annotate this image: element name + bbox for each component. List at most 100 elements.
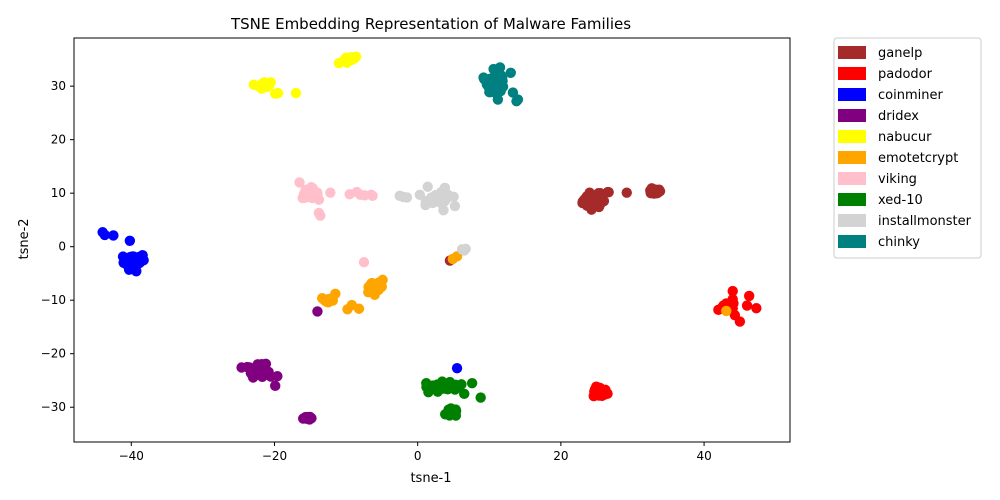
data-point — [751, 303, 762, 314]
legend-label-installmonster: installmonster — [878, 214, 972, 229]
plot-frame — [73, 37, 791, 443]
y-tick-label: 0 — [58, 240, 66, 254]
legend-label-emotetcrypt: emotetcrypt — [878, 151, 958, 166]
data-point — [242, 361, 253, 373]
data-point — [108, 230, 119, 241]
y-tick-label: 30 — [51, 79, 66, 93]
data-point — [312, 306, 323, 317]
data-point — [425, 192, 437, 203]
chart-title: TSNE Embedding Representation of Malware… — [230, 15, 631, 33]
data-point — [264, 79, 275, 90]
data-point — [494, 62, 506, 73]
data-point — [124, 235, 136, 247]
data-point — [721, 305, 732, 317]
legend-label-chinky: chinky — [878, 235, 920, 250]
series-viking — [294, 177, 378, 268]
legend-label-viking: viking — [878, 172, 917, 187]
data-point — [316, 292, 328, 304]
legend-swatch-emotetcrypt — [838, 151, 866, 164]
legend-label-coinminer: coinminer — [878, 88, 943, 103]
legend-swatch-dridex — [838, 109, 866, 122]
data-point — [401, 192, 413, 203]
data-point — [475, 392, 486, 403]
data-point — [254, 368, 265, 379]
x-tick-label: −40 — [119, 449, 144, 463]
legend-label-padodor: padodor — [878, 67, 933, 82]
data-point — [478, 72, 489, 83]
y-tick-label: 10 — [51, 186, 66, 200]
data-point — [512, 94, 524, 105]
data-point — [651, 188, 662, 199]
data-point — [595, 387, 606, 398]
points-layer — [97, 51, 762, 425]
data-point — [603, 186, 614, 198]
data-point — [432, 386, 443, 397]
data-point — [315, 210, 326, 221]
data-point — [439, 182, 451, 194]
data-point — [290, 87, 302, 99]
series-coinminer — [97, 227, 463, 374]
data-point — [444, 376, 456, 388]
data-point — [353, 303, 365, 314]
y-tick-label: 20 — [51, 133, 66, 147]
legend-label-dridex: dridex — [878, 109, 919, 124]
data-point — [451, 362, 463, 374]
data-point — [438, 205, 449, 216]
data-point — [734, 316, 746, 327]
data-point — [260, 358, 272, 370]
legend-swatch-padodor — [838, 67, 866, 80]
y-tick-label: −20 — [41, 347, 66, 361]
x-tick-label: −20 — [262, 449, 287, 463]
series-padodor — [588, 285, 762, 402]
data-point — [272, 370, 283, 382]
data-point — [99, 229, 110, 241]
legend-swatch-installmonster — [838, 214, 866, 227]
data-point — [741, 300, 753, 311]
data-point — [300, 411, 311, 423]
data-point — [377, 274, 388, 286]
data-point — [459, 388, 470, 400]
axes-layer: −40 −20 0 20 40 −30 −20 −10 0 10 20 30 — [41, 37, 791, 463]
data-point — [138, 255, 149, 266]
legend-box — [833, 37, 982, 259]
legend-swatch-coinminer — [838, 88, 866, 101]
legend-swatch-viking — [838, 172, 866, 185]
series-emotetcrypt — [316, 251, 732, 317]
series-chinky — [478, 62, 524, 107]
data-point — [358, 257, 370, 268]
data-point — [492, 94, 504, 105]
series-dridex — [236, 306, 323, 425]
data-point — [129, 253, 141, 264]
x-tick-label: 40 — [696, 449, 711, 463]
data-point — [584, 187, 595, 198]
y-tick-label: −30 — [41, 400, 66, 414]
data-point — [421, 377, 432, 389]
series-xed-10 — [421, 376, 486, 421]
legend-label-xed-10: xed-10 — [878, 193, 923, 208]
data-point — [505, 67, 516, 78]
data-point — [621, 187, 632, 198]
data-point — [303, 190, 314, 202]
legend-swatch-ganelp — [838, 46, 866, 59]
y-axis-label: tsne-2 — [17, 218, 32, 259]
series-ganelp — [444, 183, 666, 266]
data-point — [442, 406, 454, 418]
y-tick-label: −10 — [41, 293, 66, 307]
series-installmonster — [394, 181, 471, 256]
data-point — [459, 245, 470, 256]
data-point — [333, 57, 345, 69]
data-point — [441, 192, 452, 204]
series-nabucur — [248, 51, 362, 99]
data-point — [269, 88, 281, 99]
data-point — [330, 288, 341, 299]
legend-swatch-xed-10 — [838, 193, 866, 206]
legend: ganelp padodor coinminer dridex nabucur emote… — [833, 37, 982, 259]
legend-label-ganelp: ganelp — [878, 46, 922, 61]
data-point — [449, 200, 461, 212]
data-point — [350, 51, 362, 62]
legend-swatch-chinky — [838, 235, 866, 248]
data-point — [367, 190, 378, 202]
data-point — [422, 181, 433, 192]
data-point — [727, 285, 738, 297]
